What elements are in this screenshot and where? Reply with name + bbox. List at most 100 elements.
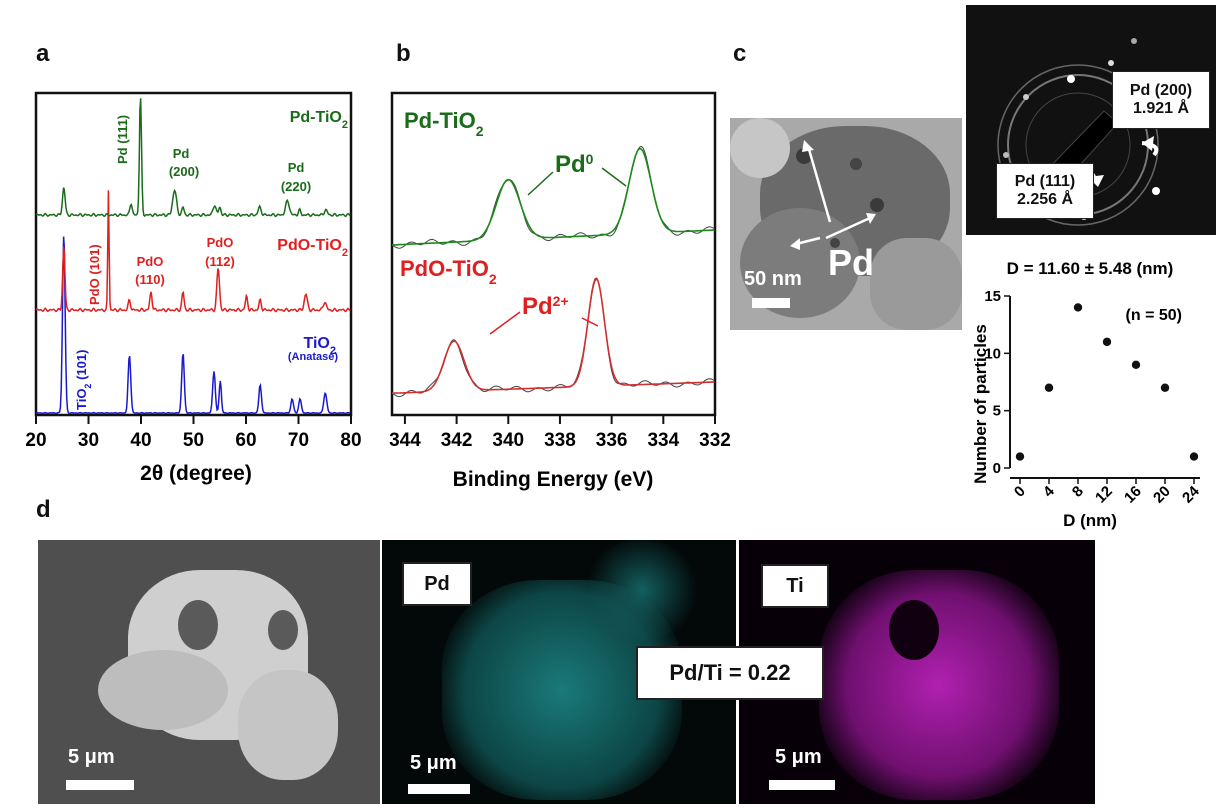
size-chart-title: D = 11.60 ± 5.48 (nm) [1007, 259, 1174, 278]
xrd-label-pd-tio2: Pd-TiO2 [290, 109, 348, 131]
tem-pd-label: Pd [828, 242, 875, 283]
eds-ti-scale-bar [769, 780, 835, 790]
size-chart-x-tick-label: 12 [1092, 483, 1116, 507]
xps-tick-label: 332 [699, 430, 731, 451]
saed-label-pd200: Pd (200) 1.921 Å [1112, 71, 1210, 129]
size-chart-point [1160, 383, 1170, 392]
size-chart-y-ticks: 0 5 10 15 [984, 288, 1010, 477]
tem-scale-bar [752, 298, 790, 308]
sem-scale-text: 5 μm [68, 746, 115, 768]
xps-pd2-leader-left [489, 311, 521, 335]
eds-ti-label: Ti [761, 564, 829, 608]
xps-x-ticks: 344 342 340 338 336 334 332 [389, 415, 731, 451]
size-chart-x-ticks: 0 4 8 12 16 20 24 [1011, 478, 1203, 507]
peak-label-pdo112-line2: (112) [205, 254, 235, 269]
xps-pd-raw [391, 145, 715, 249]
xps-pd0-leader-right [601, 167, 627, 187]
size-chart-xlabel: D (nm) [1063, 511, 1117, 530]
size-chart-x-tick-label: 0 [1011, 483, 1029, 501]
size-distribution-chart: D = 11.60 ± 5.48 (nm) Number of particle… [971, 259, 1203, 530]
xps-frame [390, 91, 717, 417]
size-chart-ylabel: Number of particles [971, 324, 990, 484]
xrd-series-tio2 [35, 236, 351, 415]
peak-label-pd220-line2: (220) [281, 179, 311, 194]
xrd-tick-label: 60 [235, 430, 256, 451]
xps-tick-label: 344 [389, 430, 421, 451]
xps-label-pd-tio2: Pd-TiO2 [404, 108, 484, 139]
size-chart-points [1015, 303, 1199, 461]
xps-tick-label: 338 [544, 430, 576, 451]
size-chart-y-tick-label: 0 [993, 460, 1001, 477]
size-chart-point [1189, 452, 1199, 461]
peak-label-pd220-line1: Pd [288, 160, 305, 175]
peak-label-pdo101: PdO (101) [87, 244, 102, 305]
xrd-label-pdo-tio2: PdO-TiO2 [277, 237, 348, 259]
size-chart-point [1102, 337, 1112, 347]
xrd-tick-label: 40 [130, 430, 151, 451]
xps-tick-label: 342 [441, 430, 473, 451]
pd-ti-ratio-label: Pd/Ti = 0.22 [636, 646, 824, 700]
xps-xlabel: Binding Energy (eV) [453, 468, 654, 491]
eds-ti-scale-text: 5 μm [775, 746, 822, 768]
size-chart-x-tick-label: 16 [1121, 483, 1145, 507]
sem-image: 5 μm [38, 540, 380, 804]
tem-arrows [790, 140, 876, 250]
panel-label-a: a [36, 40, 50, 67]
xrd-plot: 20 30 40 50 60 70 80 2θ (degree) Pd-TiO2 PdO-T… [25, 91, 362, 485]
xps-pd-fit [391, 147, 715, 246]
size-chart-y-tick-label: 10 [984, 345, 1001, 362]
size-chart-annotation: (n = 50) [1126, 307, 1182, 324]
xps-peak-label-pd2: Pd2+ [522, 293, 569, 320]
size-chart-point [1015, 452, 1025, 461]
tem-image: Pd 50 nm [730, 118, 962, 330]
xps-peak-label-pd0: Pd0 [555, 151, 594, 178]
xrd-tick-label: 80 [340, 430, 361, 451]
peak-label-pdo112-line1: PdO [207, 235, 234, 250]
xps-tick-label: 334 [647, 430, 679, 451]
eds-pd-label: Pd [402, 562, 472, 606]
sem-scale-bar [66, 780, 134, 790]
peak-label-pd111: Pd (111) [115, 115, 130, 164]
xps-plot: 344 342 340 338 336 334 332 Binding Energy (eV… [389, 91, 731, 491]
peak-label-tio2-101: TiO2 (101) [74, 350, 93, 410]
xps-label-pdo-tio2: PdO-TiO2 [400, 256, 497, 287]
peak-label-pd200-line1: Pd [173, 146, 190, 161]
xps-tick-label: 340 [492, 430, 524, 451]
size-chart-x-tick-label: 8 [1069, 483, 1087, 501]
xps-pd2-leader-right [581, 317, 599, 327]
xrd-series-pdo [35, 190, 351, 313]
size-chart-point [1044, 383, 1054, 392]
size-chart-x-tick-label: 24 [1179, 482, 1203, 506]
size-chart-point [1073, 303, 1083, 312]
xrd-xlabel: 2θ (degree) [140, 462, 252, 485]
size-chart-point [1131, 360, 1141, 369]
saed-pd111-plane: Pd (111) [1014, 173, 1076, 190]
size-chart-y-tick-label: 15 [984, 288, 1001, 305]
size-chart-x-tick-label: 20 [1150, 483, 1174, 507]
tem-scale-text: 50 nm [744, 268, 802, 290]
eds-pd-scale-text: 5 μm [410, 752, 457, 774]
xps-pdo-fit [392, 277, 715, 394]
saed-pd200-spacing: 1.921 Å [1132, 100, 1190, 117]
saed-pd200-plane: Pd (200) [1129, 82, 1193, 99]
size-chart-axes [1009, 296, 1200, 479]
peak-label-pd200-line2: (200) [169, 164, 199, 179]
xrd-label-anatase: (Anatase) [288, 351, 338, 363]
saed-label-pd111: Pd (111) 2.256 Å [996, 163, 1094, 219]
xps-pd0-leader-left [527, 171, 554, 196]
xrd-tick-label: 50 [183, 430, 204, 451]
xrd-x-ticks: 20 30 40 50 60 70 80 [25, 415, 362, 451]
size-chart-x-tick-label: 4 [1040, 482, 1058, 500]
panel-label-d: d [36, 496, 51, 523]
eds-pd-scale-bar [408, 784, 470, 794]
xrd-tick-label: 30 [78, 430, 99, 451]
peak-label-pdo110-line1: PdO [137, 254, 164, 269]
panel-label-b: b [396, 40, 411, 67]
xrd-series-pd [35, 98, 351, 218]
saed-image: Pd (200) 1.921 Å Pd (111) 2.256 Å [966, 5, 1216, 235]
saed-pd111-spacing: 2.256 Å [1016, 191, 1074, 208]
xrd-tick-label: 70 [288, 430, 309, 451]
xrd-tick-label: 20 [25, 430, 46, 451]
size-chart-y-tick-label: 5 [993, 403, 1001, 420]
peak-label-pdo110-line2: (110) [135, 272, 165, 287]
